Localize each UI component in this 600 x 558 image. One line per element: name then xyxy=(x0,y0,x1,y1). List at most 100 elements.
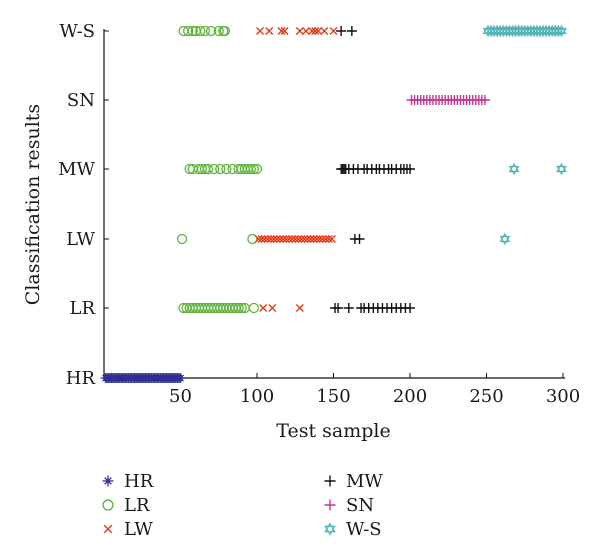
data-point xyxy=(277,27,286,35)
data-point xyxy=(199,25,211,37)
data-point xyxy=(499,232,511,246)
x-axis-title: Test sample xyxy=(276,420,390,442)
data-point xyxy=(308,27,317,35)
data-point xyxy=(479,95,490,105)
data-point xyxy=(306,235,315,243)
y-tick-label: LW xyxy=(66,229,95,250)
legend-label: LW xyxy=(124,519,153,540)
data-point xyxy=(265,27,274,35)
legend-label: SN xyxy=(346,495,374,516)
legend-item: W-S xyxy=(324,519,382,540)
x-tick-label: 200 xyxy=(393,386,427,407)
data-point xyxy=(196,163,208,175)
data-point xyxy=(269,235,278,243)
data-point xyxy=(301,27,310,35)
data-point xyxy=(248,302,260,314)
series-w-s xyxy=(482,24,567,246)
legend-item: LR xyxy=(102,495,150,516)
data-point xyxy=(209,163,220,175)
series-lw xyxy=(254,27,338,312)
x-tick-label: 100 xyxy=(240,386,274,407)
data-point xyxy=(297,235,306,243)
data-point xyxy=(248,163,260,175)
data-point xyxy=(266,235,275,243)
legend-label: HR xyxy=(124,471,154,492)
legend-item: MW xyxy=(324,471,383,492)
data-point xyxy=(336,26,347,36)
series-hr xyxy=(100,373,186,383)
data-point xyxy=(254,235,263,243)
data-point xyxy=(176,233,188,245)
data-point xyxy=(202,163,214,175)
data-point xyxy=(291,235,300,243)
legend-marker xyxy=(102,475,114,487)
series-mw xyxy=(330,26,415,313)
y-ticks: HR LR LW MW SN W-S xyxy=(58,21,109,389)
data-point xyxy=(187,25,198,37)
data-point xyxy=(221,163,232,175)
y-tick-label: SN xyxy=(67,90,95,111)
data-point xyxy=(329,27,338,35)
legend-label: LR xyxy=(124,495,150,516)
y-tick-label: LR xyxy=(69,298,95,319)
data-point xyxy=(405,303,415,313)
data-point xyxy=(343,303,354,313)
y-tick-label: HR xyxy=(66,368,96,389)
data-point xyxy=(245,163,257,175)
legend: HR LR LW MW SN W-S xyxy=(102,471,383,540)
data-point xyxy=(182,25,194,37)
x-tick-label: 250 xyxy=(469,386,503,407)
data-point xyxy=(294,235,303,243)
data-point xyxy=(321,235,330,243)
series-sn xyxy=(406,95,490,105)
data-point xyxy=(215,163,226,175)
data-point xyxy=(219,25,231,37)
data-point xyxy=(175,373,186,383)
x-tick-label: 300 xyxy=(546,386,580,407)
x-tick-label: 150 xyxy=(316,386,350,407)
data-point xyxy=(272,235,281,243)
data-point xyxy=(295,304,304,312)
data-point xyxy=(288,235,297,243)
data-point xyxy=(314,27,323,35)
data-point xyxy=(303,235,312,243)
data-point xyxy=(508,162,520,176)
data-point xyxy=(279,235,288,243)
data-point xyxy=(280,27,289,35)
y-tick-label: W-S xyxy=(59,21,95,42)
data-point xyxy=(263,235,272,243)
data-point xyxy=(295,27,304,35)
data-point xyxy=(233,302,244,314)
y-axis-title: Classification results xyxy=(22,104,44,305)
data-point xyxy=(556,24,567,38)
data-point xyxy=(312,235,321,243)
data-point xyxy=(320,27,329,35)
data-point xyxy=(282,235,291,243)
data-point xyxy=(259,304,268,312)
data-point xyxy=(205,25,217,37)
data-point xyxy=(268,304,277,312)
data-point xyxy=(256,27,265,35)
y-tick-label: MW xyxy=(58,159,95,180)
data-point xyxy=(324,235,333,243)
legend-label: MW xyxy=(346,471,383,492)
data-point xyxy=(236,302,247,314)
data-points xyxy=(100,24,567,383)
data-point xyxy=(311,27,320,35)
legend-marker xyxy=(324,475,336,487)
data-point xyxy=(318,235,327,243)
data-point xyxy=(195,25,206,37)
data-point xyxy=(354,234,365,244)
legend-marker xyxy=(102,499,114,511)
legend-marker xyxy=(324,499,336,511)
data-point xyxy=(300,235,309,243)
legend-marker xyxy=(103,524,113,534)
axes xyxy=(103,29,565,379)
data-point xyxy=(251,163,263,175)
data-point xyxy=(257,235,266,243)
legend-marker xyxy=(324,522,336,536)
legend-item: HR xyxy=(102,471,154,492)
data-point xyxy=(285,235,294,243)
legend-label: W-S xyxy=(346,519,382,540)
